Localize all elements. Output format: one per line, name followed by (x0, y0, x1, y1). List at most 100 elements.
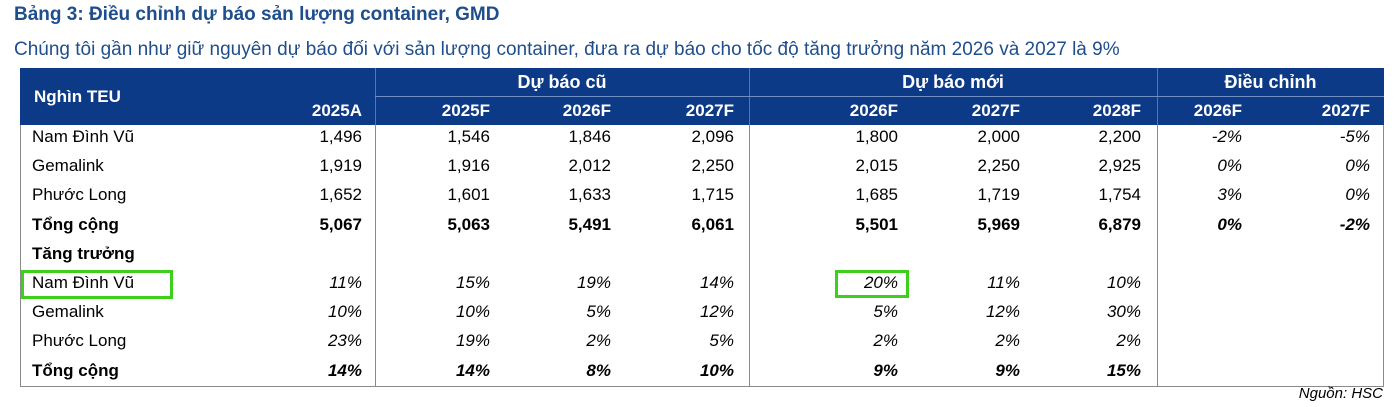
table-cell: 10% (699, 360, 734, 380)
table-cell: 19% (576, 273, 611, 292)
table-cell: 30% (1106, 302, 1141, 322)
table-cell: 5,063 (447, 214, 490, 234)
table-cell: 10% (327, 302, 362, 322)
table-cell: 5% (586, 302, 611, 322)
row-label: Gemalink (32, 156, 104, 176)
table-cell: 5% (709, 331, 734, 351)
table-cell: 11% (329, 273, 362, 292)
col-header: 2027F (685, 101, 734, 120)
table-cell: 1,685 (855, 185, 898, 205)
table-cell: 2,015 (855, 156, 898, 176)
table-right-border (1383, 125, 1384, 386)
table-cell: 2% (1116, 331, 1141, 351)
table-cell: 9% (873, 360, 898, 380)
table-cell: 5,969 (977, 214, 1020, 234)
table-cell: -5% (1339, 127, 1370, 146)
row-label: Tổng cộng (32, 360, 119, 380)
table-body (20, 125, 1384, 386)
body-divider-2 (749, 125, 750, 386)
table-cell: 2,250 (691, 156, 734, 176)
table-cell: 6,061 (691, 214, 734, 234)
table-cell: 1,546 (447, 127, 490, 146)
row-label: Tăng trưởng (32, 243, 135, 263)
table-cell: 14% (455, 360, 490, 380)
col-header: 2026F (562, 101, 611, 120)
table-cell: 9% (995, 360, 1020, 380)
table-cell: 1,846 (568, 127, 611, 146)
table-cell: 8% (586, 360, 611, 380)
table-cell: 1,601 (447, 185, 490, 205)
table-cell: 2,250 (977, 156, 1020, 176)
table-cell: 10% (455, 302, 490, 322)
table-cell: 3% (1217, 185, 1242, 205)
table-cell: 1,633 (568, 185, 611, 205)
table-cell: 23% (327, 331, 362, 351)
table-cell: 1,916 (447, 156, 490, 176)
table-cell: 2,000 (977, 127, 1020, 146)
table-cell: 14% (327, 360, 362, 380)
table-cell: 1,715 (691, 185, 734, 205)
table-cell: 12% (985, 302, 1020, 322)
row-label: Phước Long (32, 331, 127, 351)
col-header: 2026F (1193, 101, 1242, 120)
table-cell: 1,652 (319, 185, 362, 205)
table-cell: 14% (699, 273, 734, 292)
unit-label: Nghìn TEU (34, 87, 121, 106)
table-cell: 1,754 (1098, 185, 1141, 205)
forecast-table: Nghìn TEU Dự báo cũ Dự báo mới Điều chỉn… (20, 68, 1384, 387)
table-cell: 5,491 (568, 214, 611, 234)
group-underline-new (749, 96, 1157, 97)
source-note: Nguồn: HSC (1298, 385, 1383, 402)
group-underline-adj (1157, 96, 1384, 97)
table-left-border (20, 125, 21, 386)
highlight-value-box (835, 270, 909, 298)
table-cell: 0% (1345, 185, 1370, 205)
table-cell: 11% (987, 273, 1020, 292)
table-cell: 5,501 (855, 214, 898, 234)
group-adjustment: Điều chỉnh (1224, 72, 1317, 92)
table-cell: 2,012 (568, 156, 611, 176)
table-cell: 0% (1345, 156, 1370, 176)
table-cell: 2,096 (691, 127, 734, 146)
row-label: Gemalink (32, 302, 104, 322)
table-bottom-border (20, 386, 1384, 387)
col-header: 2026F (849, 101, 898, 120)
table-cell: 20% (863, 273, 898, 292)
table-cell: 2% (586, 331, 611, 351)
col-header: 2027F (971, 101, 1020, 120)
row-label: Phước Long (32, 185, 127, 205)
table-cell: 5% (873, 302, 898, 322)
row-label: Nam Đình Vũ (32, 127, 135, 146)
table-cell: -2% (1211, 127, 1242, 146)
highlight-label-box (21, 270, 173, 299)
table-cell: 1,719 (977, 185, 1020, 205)
col-header: 2028F (1092, 101, 1141, 120)
table-cell: 2% (995, 331, 1020, 351)
table-cell: 12% (699, 302, 734, 322)
table-cell: 2% (873, 331, 898, 351)
row-label: Nam Đình Vũ (32, 273, 135, 292)
table-title: Bảng 3: Điều chỉnh dự báo sản lượng cont… (14, 4, 500, 25)
table-cell: 0% (1217, 156, 1242, 176)
table-cell: 1,800 (855, 127, 898, 146)
group-underline-old (375, 96, 749, 97)
row-label: Tổng cộng (32, 214, 119, 234)
table-subtitle: Chúng tôi gần như giữ nguyên dự báo đối … (14, 39, 1120, 60)
table-cell: 2,925 (1098, 156, 1141, 176)
table-cell: 1,496 (319, 127, 362, 146)
table-cell: 0% (1217, 214, 1242, 234)
col-header: 2027F (1321, 101, 1370, 120)
table-cell: 5,067 (319, 214, 362, 234)
table-cell: 15% (455, 273, 490, 292)
col-header: 2025F (441, 101, 490, 120)
table-cell: 10% (1106, 273, 1141, 292)
table-cell: -2% (1339, 214, 1370, 234)
body-divider-1 (375, 125, 376, 386)
table-cell: 19% (455, 331, 490, 351)
table-cell: 15% (1106, 360, 1141, 380)
body-divider-3 (1157, 125, 1158, 386)
table-cell: 6,879 (1098, 214, 1141, 234)
table-cell: 2,200 (1098, 127, 1141, 146)
table-cell: 1,919 (319, 156, 362, 176)
col-header: 2025A (311, 101, 362, 120)
